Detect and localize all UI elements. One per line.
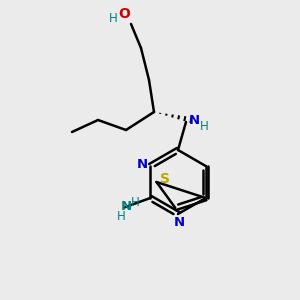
Text: N: N [173,215,184,229]
Text: N: N [121,200,132,213]
Text: H: H [109,11,117,25]
Text: N: N [188,113,200,127]
Text: S: S [160,172,170,186]
Text: N: N [137,158,148,170]
Text: H: H [131,196,140,209]
Text: H: H [117,210,126,223]
Text: O: O [118,7,130,21]
Text: H: H [200,121,208,134]
